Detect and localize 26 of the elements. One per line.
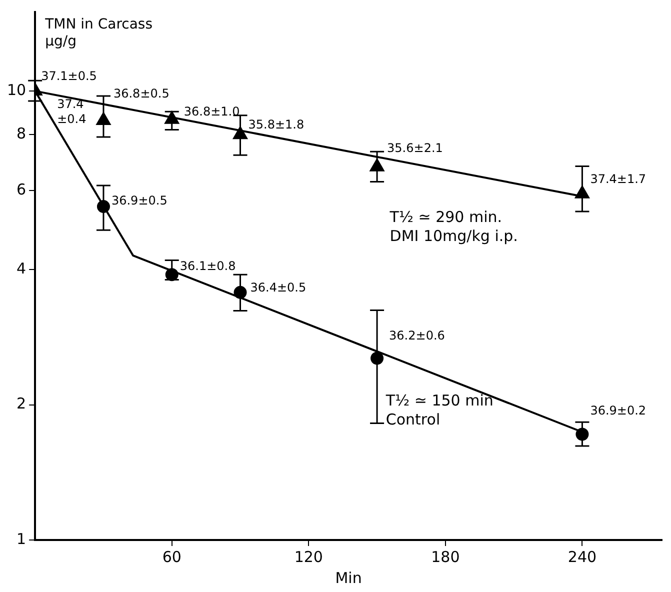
annotation: T½ ≃ 290 min. DMI 10mg/kg i.p. bbox=[388, 208, 518, 246]
annotation: 36.8±0.5 bbox=[113, 86, 170, 101]
x-tick-label: 180 bbox=[431, 548, 460, 566]
y-tick-label: 2 bbox=[16, 394, 26, 413]
annotation: T½ ≃ 150 min Control bbox=[384, 391, 494, 428]
annotation: 37.4 ±0.4 bbox=[57, 97, 86, 126]
y-tick-label: 10 bbox=[6, 80, 26, 99]
annotation: 35.8±1.8 bbox=[248, 118, 304, 132]
annotation: 36.1±0.8 bbox=[180, 258, 236, 273]
x-axis-title: Min bbox=[335, 568, 362, 587]
annotation: 37.4±1.7 bbox=[590, 172, 646, 186]
y-tick-label: 1 bbox=[16, 530, 26, 548]
annotation: 36.9±0.2 bbox=[590, 403, 646, 418]
annotation: 37.1±0.5 bbox=[41, 69, 97, 84]
y-tick-label: 6 bbox=[16, 180, 26, 199]
y-tick-label: 8 bbox=[16, 124, 26, 142]
annotation: 36.9±0.5 bbox=[111, 194, 168, 208]
annotation: 36.4±0.5 bbox=[250, 280, 306, 295]
x-tick-label: 120 bbox=[294, 548, 323, 566]
annotation: 36.2±0.6 bbox=[389, 328, 445, 342]
annotation: 35.6±2.1 bbox=[387, 140, 443, 155]
y-axis-title: TMN in Carcass μg/g bbox=[44, 16, 153, 50]
y-tick-label: 4 bbox=[16, 260, 26, 278]
x-tick-label: 240 bbox=[568, 548, 597, 566]
annotation: 36.8±1.0 bbox=[184, 104, 240, 118]
x-tick-label: 60 bbox=[162, 548, 182, 566]
